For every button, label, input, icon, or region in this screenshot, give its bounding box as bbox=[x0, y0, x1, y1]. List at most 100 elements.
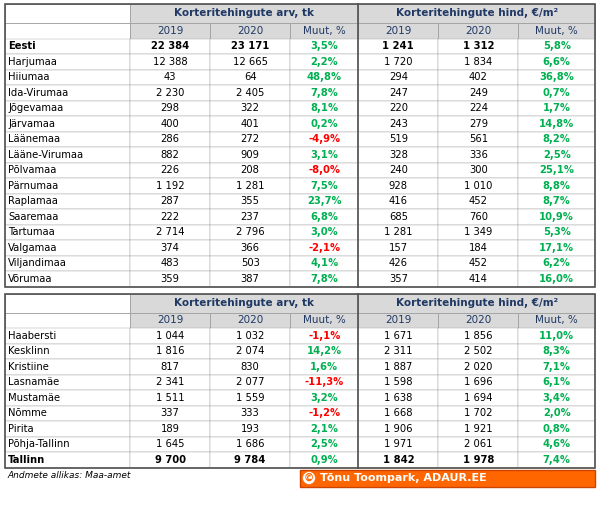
Text: 16,0%: 16,0% bbox=[539, 274, 574, 284]
Text: 359: 359 bbox=[161, 274, 179, 284]
Text: 222: 222 bbox=[160, 212, 179, 222]
Text: 8,3%: 8,3% bbox=[543, 346, 571, 356]
Bar bbox=[5, 163, 130, 178]
Text: Muut, %: Muut, % bbox=[303, 315, 346, 325]
Bar bbox=[518, 240, 595, 256]
Text: 817: 817 bbox=[161, 362, 179, 372]
Bar bbox=[130, 406, 210, 421]
Text: Lasnamäe: Lasnamäe bbox=[8, 377, 59, 387]
Text: 2 020: 2 020 bbox=[464, 362, 493, 372]
Bar bbox=[518, 375, 595, 390]
Text: 6,1%: 6,1% bbox=[542, 377, 571, 387]
Text: 1 694: 1 694 bbox=[464, 393, 493, 403]
Text: Eesti: Eesti bbox=[8, 41, 35, 51]
Text: 1 044: 1 044 bbox=[156, 331, 184, 341]
Text: 9 784: 9 784 bbox=[235, 455, 266, 465]
Text: 6,6%: 6,6% bbox=[543, 57, 571, 67]
Bar bbox=[290, 38, 358, 54]
Bar bbox=[290, 256, 358, 271]
Bar bbox=[290, 390, 358, 406]
Bar bbox=[358, 116, 439, 132]
Text: 830: 830 bbox=[241, 362, 260, 372]
Text: 519: 519 bbox=[389, 134, 408, 144]
Bar bbox=[290, 85, 358, 100]
Bar bbox=[210, 194, 290, 209]
Text: 4,6%: 4,6% bbox=[542, 439, 571, 449]
Text: 2,2%: 2,2% bbox=[310, 57, 338, 67]
Text: 7,5%: 7,5% bbox=[310, 181, 338, 191]
Text: 208: 208 bbox=[241, 165, 260, 175]
Bar bbox=[130, 256, 210, 271]
Text: Järvamaa: Järvamaa bbox=[8, 119, 55, 129]
Bar bbox=[130, 85, 210, 100]
Text: Andmete allikas: Maa-amet: Andmete allikas: Maa-amet bbox=[7, 471, 130, 480]
Bar bbox=[5, 256, 130, 271]
Bar bbox=[290, 163, 358, 178]
Text: Pirita: Pirita bbox=[8, 424, 34, 434]
Text: 374: 374 bbox=[161, 243, 179, 253]
Text: 355: 355 bbox=[241, 196, 260, 206]
Text: 287: 287 bbox=[161, 196, 179, 206]
Text: 1 978: 1 978 bbox=[463, 455, 494, 465]
Text: 2,5%: 2,5% bbox=[310, 439, 338, 449]
Text: Saaremaa: Saaremaa bbox=[8, 212, 58, 222]
Bar bbox=[439, 178, 518, 194]
Bar bbox=[210, 312, 290, 328]
Text: 3,5%: 3,5% bbox=[310, 41, 338, 51]
Bar bbox=[130, 38, 210, 54]
Bar bbox=[5, 4, 130, 23]
Text: 0,7%: 0,7% bbox=[543, 88, 571, 98]
Text: 561: 561 bbox=[469, 134, 488, 144]
Text: Valgamaa: Valgamaa bbox=[8, 243, 58, 253]
Bar bbox=[210, 240, 290, 256]
Text: 1 671: 1 671 bbox=[384, 331, 413, 341]
Bar bbox=[210, 116, 290, 132]
Bar bbox=[210, 38, 290, 54]
Bar bbox=[358, 23, 439, 38]
Bar bbox=[290, 271, 358, 287]
Bar bbox=[5, 4, 595, 287]
Text: 1 511: 1 511 bbox=[156, 393, 184, 403]
Bar bbox=[130, 100, 210, 116]
Bar bbox=[210, 375, 290, 390]
Bar bbox=[358, 178, 439, 194]
Bar bbox=[290, 178, 358, 194]
Bar bbox=[130, 437, 210, 452]
Text: 1 834: 1 834 bbox=[464, 57, 493, 67]
Text: 240: 240 bbox=[389, 165, 408, 175]
Bar bbox=[518, 225, 595, 240]
Text: 157: 157 bbox=[389, 243, 408, 253]
Bar bbox=[210, 69, 290, 85]
Bar bbox=[210, 437, 290, 452]
Bar bbox=[210, 225, 290, 240]
Text: 294: 294 bbox=[389, 72, 408, 82]
Text: 23 171: 23 171 bbox=[231, 41, 269, 51]
Text: 483: 483 bbox=[161, 258, 179, 268]
Bar bbox=[358, 312, 439, 328]
Bar bbox=[5, 375, 130, 390]
Bar bbox=[210, 328, 290, 343]
Bar bbox=[290, 240, 358, 256]
Bar bbox=[5, 147, 130, 163]
Text: 184: 184 bbox=[469, 243, 488, 253]
Bar bbox=[5, 294, 595, 468]
Text: 2,0%: 2,0% bbox=[543, 408, 571, 418]
Text: -4,9%: -4,9% bbox=[308, 134, 340, 144]
Bar bbox=[5, 225, 130, 240]
Text: 337: 337 bbox=[161, 408, 179, 418]
Bar bbox=[130, 312, 210, 328]
Bar bbox=[439, 69, 518, 85]
Text: 220: 220 bbox=[389, 103, 408, 113]
Text: 1 645: 1 645 bbox=[156, 439, 184, 449]
Bar bbox=[5, 312, 130, 328]
Bar bbox=[358, 163, 439, 178]
Text: 882: 882 bbox=[161, 150, 179, 160]
Bar bbox=[358, 240, 439, 256]
Bar bbox=[5, 294, 130, 312]
Bar bbox=[290, 194, 358, 209]
Text: Tartumaa: Tartumaa bbox=[8, 227, 55, 237]
Text: 2019: 2019 bbox=[157, 315, 183, 325]
Bar bbox=[290, 147, 358, 163]
Text: 1 856: 1 856 bbox=[464, 331, 493, 341]
Bar bbox=[130, 23, 210, 38]
